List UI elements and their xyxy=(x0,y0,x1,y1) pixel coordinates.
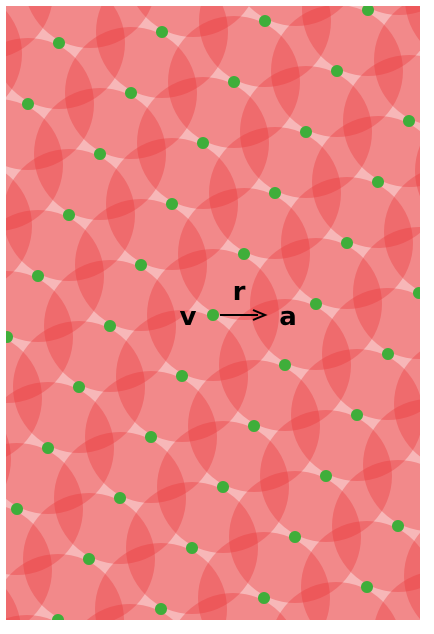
disk xyxy=(365,6,420,15)
disk xyxy=(6,433,11,485)
disk xyxy=(199,6,331,87)
lattice-point xyxy=(135,259,147,271)
lattice-point xyxy=(6,331,13,343)
lattice-point xyxy=(403,115,415,127)
lattice-point xyxy=(341,237,353,249)
disk xyxy=(6,589,21,620)
disk xyxy=(6,271,73,403)
disk xyxy=(6,554,124,620)
lattice-point xyxy=(320,470,332,482)
disk xyxy=(6,443,83,575)
disk xyxy=(301,521,420,620)
disk xyxy=(6,6,125,109)
disk xyxy=(6,507,52,620)
vector-annotation: v r a xyxy=(180,277,297,332)
lattice-point xyxy=(258,592,270,604)
disk xyxy=(96,6,228,98)
disk xyxy=(302,6,420,76)
disk xyxy=(404,532,420,620)
lattice-point xyxy=(197,137,209,149)
disk xyxy=(332,460,420,592)
disk xyxy=(415,145,420,197)
lattice-point xyxy=(300,126,312,138)
lattice-point xyxy=(248,420,260,432)
disk xyxy=(6,382,114,514)
lattice-point xyxy=(176,370,188,382)
disk xyxy=(6,10,22,98)
lattice-point xyxy=(63,209,75,221)
lattice-point xyxy=(52,614,64,620)
lattice-point xyxy=(186,542,198,554)
disk xyxy=(394,351,420,457)
disk xyxy=(405,6,420,41)
lattice-point xyxy=(382,348,394,360)
lattice-point xyxy=(269,187,281,199)
disk xyxy=(375,573,420,620)
lattice-point xyxy=(228,76,240,88)
disk xyxy=(6,99,63,231)
lattice-point-v xyxy=(207,309,219,321)
lattice-point xyxy=(156,26,168,38)
lattice-point xyxy=(279,359,291,371)
lattice-point xyxy=(73,381,85,393)
disk xyxy=(248,6,344,26)
vector-arrow-head xyxy=(252,309,268,321)
lattice-point xyxy=(362,6,374,16)
disk xyxy=(6,6,52,57)
lattice-point xyxy=(11,503,23,515)
lattice-point xyxy=(351,409,363,421)
disk xyxy=(198,532,330,620)
lattice-point xyxy=(53,37,65,49)
lattice-point xyxy=(145,431,157,443)
lattice-point xyxy=(155,603,167,615)
lattice-point xyxy=(413,287,420,299)
lattice-point xyxy=(42,442,54,454)
disk xyxy=(363,399,420,531)
end-point-label: a xyxy=(279,302,297,332)
disk xyxy=(6,210,104,342)
lattice-point xyxy=(125,87,137,99)
lattice-point xyxy=(94,148,106,160)
disk xyxy=(6,38,94,170)
lattice-point xyxy=(114,492,126,504)
lattice-point xyxy=(361,581,373,593)
disk xyxy=(374,6,420,123)
lattice-point xyxy=(331,65,343,77)
lattice-point xyxy=(83,553,95,565)
disk xyxy=(6,615,53,620)
lattice-point xyxy=(32,270,44,282)
disk xyxy=(343,55,420,187)
lattice-point xyxy=(310,298,322,310)
lattice-point xyxy=(217,481,229,493)
disk xyxy=(95,543,227,620)
vector-label: r xyxy=(233,277,246,307)
lattice-points xyxy=(6,6,420,620)
disk xyxy=(6,339,42,457)
disk xyxy=(86,604,174,620)
lattice-point xyxy=(392,520,404,532)
disk xyxy=(353,227,420,359)
lattice-point xyxy=(238,248,250,260)
disk xyxy=(322,288,420,420)
lattice-point xyxy=(259,15,271,27)
lattice-point xyxy=(104,320,116,332)
lattice-point xyxy=(166,198,178,210)
lattice-point xyxy=(372,176,384,188)
disk xyxy=(312,116,420,248)
start-point-label: v xyxy=(180,302,197,332)
lattice-point xyxy=(289,531,301,543)
disk xyxy=(6,173,32,279)
lattice-point xyxy=(22,98,34,110)
disk xyxy=(384,173,420,291)
